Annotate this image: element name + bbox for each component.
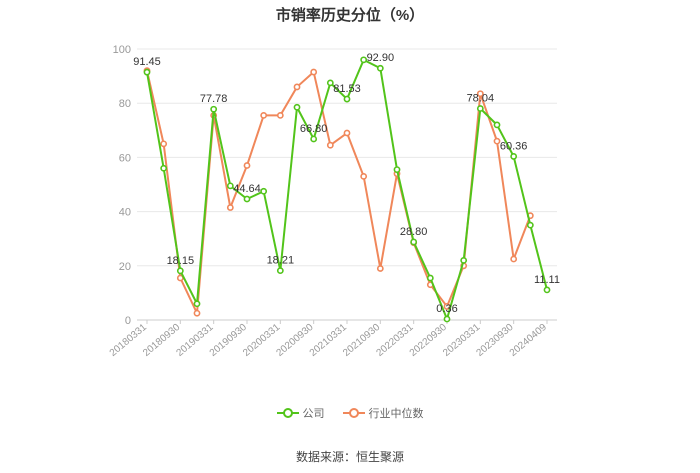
point-industry[interactable]: [160, 140, 168, 148]
legend-item-industry[interactable]: 行业中位数: [342, 405, 424, 421]
point-company[interactable]: [260, 187, 268, 195]
line-chart: 0204060801002018033120180930201903312019…: [108, 44, 560, 359]
point-industry[interactable]: [510, 255, 518, 263]
point-industry[interactable]: [226, 204, 234, 211]
chart-title: 市销率历史分位（%）: [275, 7, 425, 24]
legend-swatch-company: [276, 408, 299, 418]
data-label: 28.80: [400, 226, 428, 238]
data-label: 0.36: [436, 303, 457, 315]
point-company[interactable]: [243, 195, 251, 203]
point-industry[interactable]: [276, 111, 284, 119]
point-industry[interactable]: [243, 162, 251, 169]
x-tick-label: 20240409: [508, 322, 549, 359]
data-label: 60.36: [500, 140, 528, 152]
chart-legend: 公司 行业中位数: [0, 405, 700, 421]
y-tick-label: 20: [119, 261, 131, 273]
point-company[interactable]: [360, 56, 368, 64]
data-label: 78.04: [467, 93, 495, 105]
point-company[interactable]: [160, 164, 168, 172]
data-label: 18.21: [267, 255, 295, 267]
point-company[interactable]: [443, 315, 451, 323]
point-company[interactable]: [410, 238, 418, 246]
legend-item-company[interactable]: 公司: [276, 405, 325, 421]
point-industry[interactable]: [310, 68, 318, 76]
point-company[interactable]: [326, 79, 334, 87]
point-industry[interactable]: [476, 90, 484, 98]
point-company[interactable]: [226, 182, 234, 190]
y-tick-label: 60: [119, 152, 131, 164]
point-industry[interactable]: [193, 309, 201, 317]
data-label: 18.15: [167, 255, 195, 267]
point-company[interactable]: [493, 121, 501, 129]
data-label: 81.53: [333, 83, 361, 95]
point-company[interactable]: [526, 221, 534, 229]
point-company[interactable]: [460, 256, 468, 264]
point-company[interactable]: [276, 267, 284, 275]
point-company[interactable]: [543, 286, 551, 294]
point-company[interactable]: [176, 267, 184, 275]
data-source-note: 数据来源：恒生聚源: [295, 450, 404, 464]
point-company[interactable]: [143, 68, 151, 76]
data-label: 77.78: [200, 93, 228, 105]
data-labels: 91.45 18.15 77.78 44.64 18.21 66.80 81.53 92.90…: [133, 52, 560, 315]
point-company[interactable]: [426, 274, 434, 282]
point-industry[interactable]: [343, 129, 351, 137]
legend-swatch-industry: [342, 408, 365, 418]
y-tick-label: 40: [119, 207, 131, 219]
point-company[interactable]: [376, 64, 384, 72]
point-industry[interactable]: [293, 83, 301, 91]
series-lines: [143, 56, 551, 323]
point-industry[interactable]: [260, 111, 268, 119]
legend-label-company: 公司: [302, 408, 325, 420]
point-company[interactable]: [476, 105, 484, 112]
point-company[interactable]: [393, 166, 401, 173]
data-label: 66.80: [300, 123, 328, 135]
series-line-industry: [146, 70, 532, 315]
point-company[interactable]: [510, 153, 518, 160]
data-label: 44.64: [233, 183, 261, 195]
point-company[interactable]: [193, 300, 201, 308]
point-company[interactable]: [210, 105, 218, 113]
y-tick-label: 100: [113, 44, 131, 56]
point-industry[interactable]: [326, 141, 334, 149]
data-label: 91.45: [133, 56, 161, 68]
point-company[interactable]: [343, 95, 351, 103]
data-label: 11.11: [534, 274, 560, 286]
point-industry[interactable]: [360, 172, 368, 180]
point-industry[interactable]: [376, 265, 384, 272]
data-label: 92.90: [367, 52, 395, 64]
legend-label-industry: 行业中位数: [368, 408, 424, 420]
point-company[interactable]: [293, 103, 301, 111]
y-tick-label: 80: [119, 98, 131, 110]
point-industry[interactable]: [493, 137, 501, 145]
y-tick-label: 0: [125, 315, 131, 327]
point-company[interactable]: [310, 135, 318, 143]
